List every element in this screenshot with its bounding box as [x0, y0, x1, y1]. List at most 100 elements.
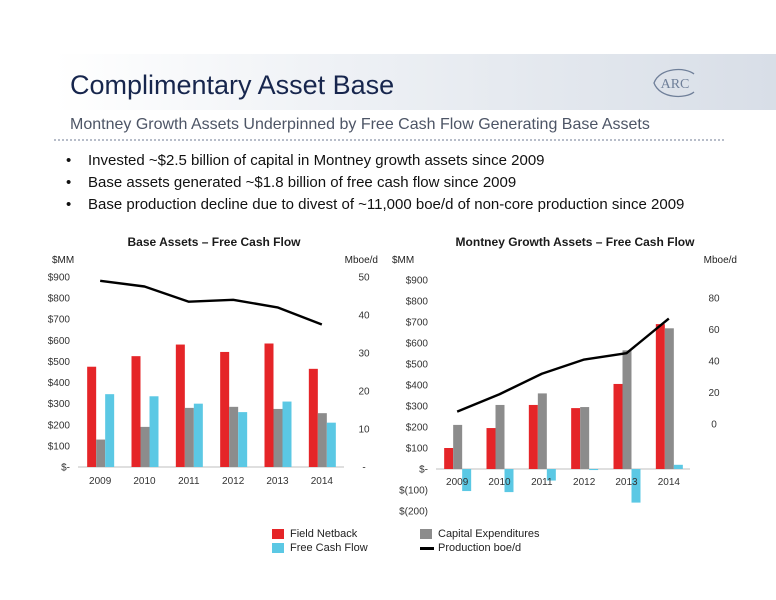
y-axis-label-right: Mboe/d [345, 255, 378, 266]
header-band [54, 54, 776, 110]
y-tick-label-right: 80 [708, 294, 720, 305]
y-tick-label-left: $300 [48, 399, 71, 410]
y-tick-label-left: $700 [48, 315, 71, 326]
y-tick-label-left: $600 [48, 336, 71, 347]
legend-label: Production boe/d [438, 542, 522, 554]
bar-free-cash-flow [238, 412, 248, 467]
legend-swatch-field-netback [272, 529, 284, 539]
y-tick-label-left: $500 [48, 357, 71, 368]
arc-logo: ARC [653, 68, 695, 98]
y-axis-label-left: $MM [52, 255, 74, 266]
x-tick-label: 2010 [133, 476, 156, 487]
divider [54, 139, 724, 141]
bar-free-cash-flow [193, 403, 203, 467]
x-tick-label: 2009 [89, 476, 112, 487]
y-tick-label-right: 30 [358, 349, 370, 360]
y-tick-label-left: $900 [48, 273, 71, 284]
bullet-item: Base assets generated ~$1.8 billion of f… [62, 172, 684, 194]
bar-field-netback [655, 324, 665, 469]
bar-field-netback [87, 366, 97, 467]
bar-field-netback [264, 343, 274, 467]
y-tick-label-left: $- [419, 465, 428, 476]
x-tick-label: 2013 [266, 476, 289, 487]
bar-free-cash-flow [149, 396, 159, 467]
bar-capital-expenditures [495, 404, 505, 469]
production-line [100, 279, 323, 326]
y-tick-label-left: $(100) [399, 486, 428, 497]
bullet-item: Base production decline due to divest of… [62, 194, 684, 216]
bar-free-cash-flow [504, 469, 514, 493]
x-tick-label: 2013 [615, 477, 638, 488]
bar-capital-expenditures [96, 439, 106, 467]
y-tick-label-left: $800 [48, 294, 71, 305]
bar-free-cash-flow [282, 401, 292, 467]
y-tick-label-right: 10 [358, 425, 370, 436]
y-tick-label-right: 20 [708, 388, 720, 399]
y-tick-label-left: $600 [406, 339, 429, 350]
y-tick-label-left: $200 [48, 420, 71, 431]
y-tick-label-right: 60 [708, 325, 720, 336]
y-tick-label-right: - [362, 463, 365, 474]
legend-label: Capital Expenditures [438, 528, 540, 540]
x-tick-label: 2014 [658, 477, 681, 488]
legend-line-production [420, 547, 434, 550]
bar-free-cash-flow [462, 469, 472, 492]
y-tick-label-left: $(200) [399, 507, 428, 518]
page-title: Complimentary Asset Base [70, 70, 395, 100]
y-tick-label-left: $700 [406, 318, 429, 329]
bar-capital-expenditures [622, 350, 632, 469]
y-tick-label-left: $400 [48, 378, 71, 389]
y-tick-label-left: $900 [406, 276, 429, 287]
bullet-list: Invested ~$2.5 billion of capital in Mon… [62, 150, 684, 216]
x-tick-label: 2009 [446, 477, 469, 488]
legend-swatch-free-cash-flow [272, 543, 284, 553]
bar-field-netback [613, 383, 623, 469]
y-tick-label-right: 20 [358, 387, 370, 398]
legend-label: Free Cash Flow [290, 542, 368, 554]
bar-capital-expenditures [140, 426, 150, 467]
x-tick-label: 2011 [178, 476, 200, 487]
logo-text: ARC [661, 77, 690, 92]
bar-field-netback [308, 368, 318, 467]
y-tick-label-right: 0 [711, 420, 717, 431]
bar-capital-expenditures [317, 413, 327, 467]
bar-capital-expenditures [537, 393, 547, 469]
bar-free-cash-flow [105, 394, 115, 467]
bar-capital-expenditures [273, 408, 283, 467]
bar-free-cash-flow [546, 469, 556, 481]
legend-swatch-capital-expenditures [420, 529, 432, 539]
chart-title: Base Assets – Free Cash Flow [128, 235, 302, 249]
bar-field-netback [444, 448, 454, 469]
x-tick-label: 2012 [573, 477, 596, 488]
bar-free-cash-flow [673, 464, 683, 469]
bar-capital-expenditures [664, 328, 674, 469]
bar-free-cash-flow [326, 422, 336, 467]
bar-field-netback [571, 408, 581, 469]
legend-label: Field Netback [290, 528, 358, 540]
y-tick-label-left: $400 [406, 381, 429, 392]
bar-capital-expenditures [580, 407, 590, 469]
y-tick-label-left: $- [61, 463, 70, 474]
y-tick-label-left: $800 [406, 297, 429, 308]
x-tick-label: 2010 [488, 477, 511, 488]
bar-free-cash-flow [631, 469, 641, 503]
bar-field-netback [220, 351, 230, 467]
bar-capital-expenditures [453, 424, 463, 469]
chart-title: Montney Growth Assets – Free Cash Flow [456, 235, 696, 249]
y-axis-label-left: $MM [392, 255, 414, 266]
bar-capital-expenditures [184, 407, 194, 467]
bullet-item: Invested ~$2.5 billion of capital in Mon… [62, 150, 684, 172]
y-tick-label-left: $100 [48, 441, 71, 452]
bar-capital-expenditures [229, 406, 239, 467]
bar-field-netback [528, 404, 538, 469]
bar-free-cash-flow [589, 469, 599, 471]
y-tick-label-left: $500 [406, 360, 429, 371]
chart-legend: Field Netback Capital Expenditures Free … [272, 527, 562, 557]
bar-field-netback [486, 428, 496, 469]
y-tick-label-right: 40 [358, 311, 370, 322]
y-tick-label-left: $100 [406, 444, 429, 455]
production-line [456, 317, 670, 413]
page-subtitle: Montney Growth Assets Underpinned by Fre… [70, 116, 650, 133]
y-tick-label-left: $300 [406, 402, 429, 413]
